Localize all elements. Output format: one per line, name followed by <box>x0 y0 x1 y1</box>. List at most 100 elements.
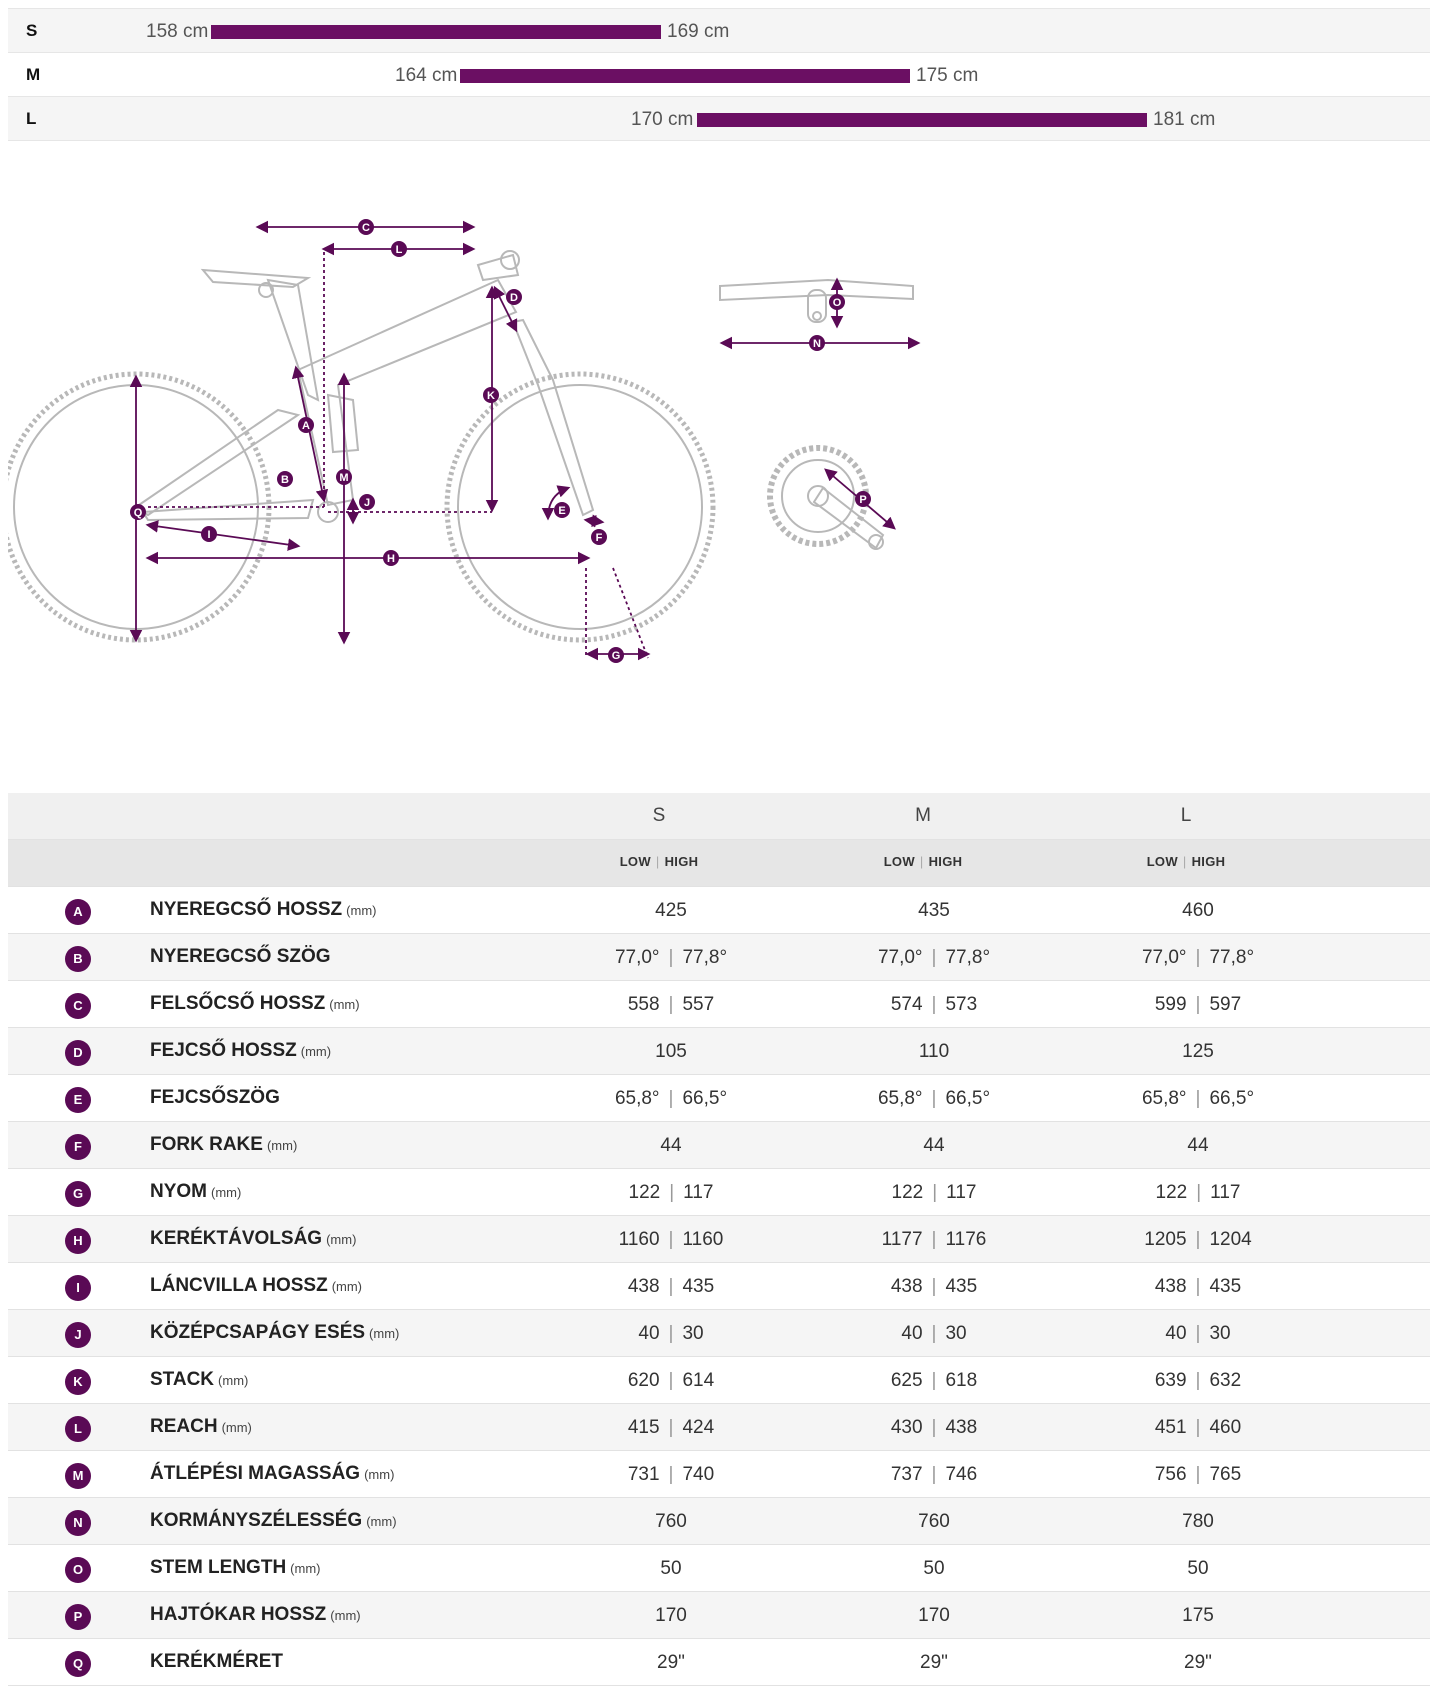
size-label: M <box>26 65 41 84</box>
dimension-badges: C L D K A M B J Q I H E F G N O P <box>130 219 871 663</box>
parameter-name: NYEREGCSŐ HOSSZ (mm) <box>150 899 377 920</box>
value-cell-m: 29" <box>920 1652 948 1673</box>
table-row: M ÁTLÉPÉSI MAGASSÁG (mm) 731 | 740 737 | 746 756 |… <box>8 1451 1430 1498</box>
parameter-name: KORMÁNYSZÉLESSÉG (mm) <box>150 1510 397 1531</box>
table-row: L REACH (mm) 415 | 424 430 | 438 451 | 460 <box>8 1404 1430 1451</box>
badge-n: N <box>813 338 821 350</box>
table-row: G NYOM (mm) 122 | 117 122 | 117 122 | 117 <box>8 1169 1430 1216</box>
value-cell-m: 625 | 618 <box>890 1370 978 1391</box>
parameter-name: KERÉKTÁVOLSÁG (mm) <box>150 1228 357 1249</box>
dimension-letter-badge: M <box>65 1463 91 1489</box>
size-max-height: 181 cm <box>1153 109 1216 130</box>
dimension-letter-badge: F <box>65 1134 91 1160</box>
value-cell-s: 29" <box>657 1652 685 1673</box>
value-cell-s: 558 | 557 <box>627 994 715 1015</box>
value-cell-m: 50 <box>923 1558 945 1579</box>
table-body: A NYEREGCSŐ HOSSZ (mm) 425 435 460 B NYEREGCSŐ … <box>8 887 1430 1686</box>
table-row: J KÖZÉPCSAPÁGY ESÉS (mm) 40 | 30 40 | 30 40 | 30 <box>8 1310 1430 1357</box>
value-cell-l: 40 | 30 <box>1165 1323 1231 1344</box>
value-cell-s: 77,0° | 77,8° <box>614 947 728 968</box>
parameter-name: HAJTÓKAR HOSSZ (mm) <box>150 1604 361 1625</box>
dimension-letter-badge: N <box>65 1510 91 1536</box>
value-cell-l: 460 <box>1182 900 1214 921</box>
size-min-height: 158 cm <box>146 21 209 42</box>
table-row: E FEJCSŐSZÖG 65,8° | 66,5° 65,8° | 66,5° 65,8° | 6… <box>8 1075 1430 1122</box>
bike-geometry-diagram: C L D K A M B J Q I H E F G N O P <box>8 219 921 663</box>
parameter-unit: (mm) <box>218 1373 249 1388</box>
badge-d: D <box>510 292 518 304</box>
value-cell-l: 451 | 460 <box>1154 1417 1242 1438</box>
dimension-letter-badge: K <box>65 1369 91 1395</box>
parameter-unit: (mm) <box>266 1138 298 1153</box>
front-wheel <box>444 371 716 643</box>
value-cell-m: 430 | 438 <box>890 1417 978 1438</box>
value-cell-l: 50 <box>1187 1558 1209 1579</box>
parameter-name: KÖZÉPCSAPÁGY ESÉS (mm) <box>150 1322 400 1343</box>
mode-header-m: LOW | HIGH <box>883 854 963 869</box>
value-cell-s: 620 | 614 <box>627 1370 715 1391</box>
badge-p: P <box>859 494 866 506</box>
table-row: H KERÉKTÁVOLSÁG (mm) 1160 | 1160 1177 | 1176 1205… <box>8 1216 1430 1263</box>
value-cell-m: 65,8° | 66,5° <box>877 1088 991 1109</box>
value-cell-l: 44 <box>1187 1135 1209 1156</box>
value-cell-m: 77,0° | 77,8° <box>877 947 991 968</box>
dimension-letter-badge: I <box>65 1275 91 1301</box>
table-row: D FEJCSŐ HOSSZ (mm) 105 110 125 <box>8 1028 1430 1075</box>
size-row-l: L 170 cm 181 cm <box>8 96 1430 141</box>
value-cell-s: 438 | 435 <box>627 1276 715 1297</box>
size-max-height: 169 cm <box>667 21 730 42</box>
value-cell-s: 170 <box>655 1605 687 1626</box>
value-cell-l: 1205 | 1204 <box>1144 1229 1252 1250</box>
badge-m: M <box>339 472 348 484</box>
table-row: P HAJTÓKAR HOSSZ (mm) 170 170 175 <box>8 1592 1430 1639</box>
parameter-unit: (mm) <box>329 997 360 1012</box>
table-row: Q KERÉKMÉRET 29" 29" 29" <box>8 1639 1430 1686</box>
value-cell-s: 731 | 740 <box>627 1464 715 1485</box>
value-cell-m: 1177 | 1176 <box>881 1229 987 1250</box>
value-cell-m: 760 <box>918 1511 950 1532</box>
value-cell-l: 438 | 435 <box>1154 1276 1242 1297</box>
size-chart: S 158 cm 169 cm M 164 cm 175 cm L 170 cm… <box>8 8 1430 141</box>
size-range-bar <box>697 113 1147 127</box>
column-header-s: S <box>652 805 666 826</box>
parameter-name: STEM LENGTH (mm) <box>150 1557 321 1578</box>
value-cell-l: 77,0° | 77,8° <box>1141 947 1255 968</box>
badge-b: B <box>281 474 289 486</box>
column-header-l: L <box>1180 805 1192 826</box>
dimension-letter-badge: C <box>65 993 91 1019</box>
geometry-table: S M L LOW | HIGH LOW | HIGH LOW | HIGH A NYEREG… <box>8 793 1430 1686</box>
value-cell-l: 599 | 597 <box>1154 994 1242 1015</box>
value-cell-s: 760 <box>655 1511 687 1532</box>
parameter-name: NYEREGCSŐ SZÖG <box>150 946 331 967</box>
parameter-unit: (mm) <box>330 1608 361 1623</box>
value-cell-m: 438 | 435 <box>890 1276 978 1297</box>
dimension-letter-badge: Q <box>65 1651 91 1677</box>
dimension-letter-badge: O <box>65 1557 91 1583</box>
parameter-unit: (mm) <box>326 1232 357 1247</box>
value-cell-m: 574 | 573 <box>890 994 978 1015</box>
mode-header-l: LOW | HIGH <box>1146 854 1226 869</box>
size-row-m: M 164 cm 175 cm <box>8 52 1430 96</box>
value-cell-s: 44 <box>660 1135 682 1156</box>
badge-i: I <box>207 529 210 541</box>
value-cell-m: 44 <box>923 1135 945 1156</box>
parameter-name: NYOM (mm) <box>150 1181 242 1202</box>
column-header-m: M <box>915 805 931 826</box>
parameter-unit: (mm) <box>290 1561 321 1576</box>
parameter-unit: (mm) <box>221 1420 252 1435</box>
value-cell-l: 122 | 117 <box>1155 1182 1241 1203</box>
size-label: L <box>26 109 37 128</box>
parameter-unit: (mm) <box>300 1044 332 1059</box>
table-row: A NYEREGCSŐ HOSSZ (mm) 425 435 460 <box>8 887 1430 934</box>
dimension-letter-badge: P <box>65 1604 91 1630</box>
value-cell-s: 50 <box>660 1558 682 1579</box>
value-cell-s: 122 | 117 <box>628 1182 714 1203</box>
handlebar-view <box>719 278 914 323</box>
table-row: K STACK (mm) 620 | 614 625 | 618 639 | 632 <box>8 1357 1430 1404</box>
dimension-letter-badge: J <box>65 1322 91 1348</box>
badge-q: Q <box>134 507 143 519</box>
value-cell-s: 40 | 30 <box>638 1323 704 1344</box>
value-cell-s: 425 <box>655 900 687 921</box>
badge-c: C <box>362 222 370 234</box>
value-cell-m: 40 | 30 <box>901 1323 967 1344</box>
